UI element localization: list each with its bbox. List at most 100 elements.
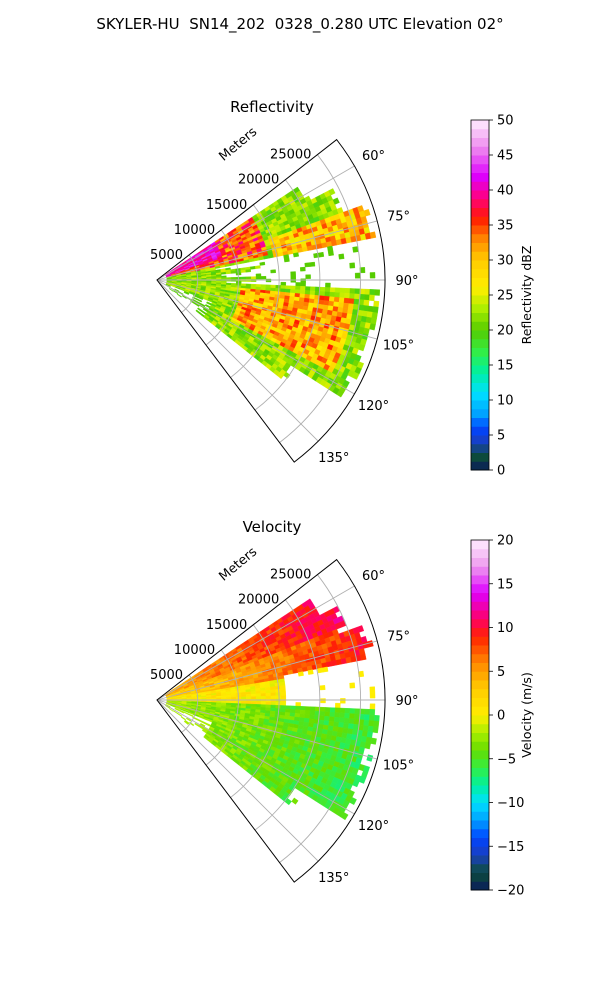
data-cell — [305, 274, 311, 279]
colorbar-segment — [471, 163, 489, 173]
data-cell — [294, 709, 301, 714]
data-cell — [280, 281, 287, 286]
radial-tick-label: 25000 — [270, 148, 311, 163]
data-cell — [259, 261, 266, 266]
range-ring — [254, 599, 321, 831]
data-cell — [270, 698, 277, 703]
colorbar-segment — [471, 373, 489, 383]
colorbar-tick-label: −10 — [497, 796, 524, 811]
panel-title: Reflectivity — [230, 98, 314, 116]
colorbar-segment — [471, 338, 489, 348]
azimuth-gridline — [156, 699, 355, 815]
colorbar-segment — [471, 872, 489, 882]
data-cell — [279, 685, 286, 690]
data-cell — [343, 722, 350, 729]
data-cell — [354, 272, 361, 279]
data-cell — [352, 723, 359, 731]
colorbar-segment — [471, 128, 489, 138]
colorbar-segment — [471, 820, 489, 830]
data-cell — [255, 696, 262, 700]
radial-axis-label: Meters — [216, 544, 260, 584]
data-cell — [339, 712, 346, 719]
colorbar-tick-label: 10 — [497, 621, 514, 636]
data-cell — [290, 285, 296, 290]
radial-tick-label: 20000 — [238, 173, 279, 188]
data-cell — [344, 292, 351, 299]
data-cell — [338, 253, 345, 260]
colorbar-tick-label: 25 — [497, 289, 514, 304]
data-cell — [231, 277, 237, 280]
data-cell — [372, 306, 379, 314]
data-cell — [366, 731, 373, 739]
data-cell — [358, 343, 366, 352]
data-cell — [168, 708, 174, 712]
data-cell — [319, 715, 325, 721]
data-cell — [324, 295, 330, 302]
data-cell — [255, 276, 262, 280]
azimuth-tick-label: 135° — [318, 451, 349, 466]
data-cell — [305, 286, 311, 291]
colorbar-segment — [471, 461, 489, 471]
data-cell — [275, 698, 282, 703]
data-cell — [295, 282, 301, 287]
data-cell — [245, 694, 252, 698]
data-cell — [324, 287, 331, 293]
colorbar-segment — [471, 198, 489, 208]
data-cell — [211, 277, 217, 280]
colorbar-segment — [471, 391, 489, 401]
data-cell — [178, 710, 185, 714]
data-cell — [325, 282, 331, 288]
azimuth-gridline — [156, 220, 378, 281]
data-cell — [354, 708, 361, 715]
data-cell — [275, 692, 282, 697]
data-cell — [250, 276, 257, 280]
data-cell — [333, 716, 340, 723]
data-cell — [245, 269, 252, 273]
colorbar-segment — [471, 216, 489, 226]
colorbar-segment — [471, 426, 489, 436]
colorbar-segment — [471, 548, 489, 558]
data-cell — [275, 701, 282, 706]
data-cell — [334, 712, 341, 718]
data-cell — [291, 797, 299, 805]
range-ring — [181, 254, 199, 313]
data-cell — [280, 701, 287, 706]
range-ring — [254, 179, 321, 411]
data-cell — [250, 701, 257, 705]
data-cell — [351, 371, 360, 380]
data-cell — [353, 718, 360, 725]
data-cell — [343, 717, 350, 724]
azimuth-tick-label: 105° — [383, 339, 414, 354]
data-cell — [265, 692, 272, 697]
data-cell — [369, 323, 376, 331]
data-cell — [368, 720, 375, 727]
radial-tick-label: 5000 — [150, 248, 183, 263]
colorbar-tick-label: 30 — [497, 254, 514, 269]
data-cell — [255, 701, 262, 705]
data-cell — [226, 277, 232, 280]
data-cell — [340, 812, 349, 821]
data-cell — [344, 712, 351, 719]
data-cell — [295, 285, 301, 291]
colorbar-segment — [471, 417, 489, 427]
data-cell — [197, 296, 204, 301]
colorbar-segment — [471, 706, 489, 716]
colorbar-segment — [471, 793, 489, 803]
radial-tick-label: 25000 — [270, 568, 311, 583]
data-cell — [340, 698, 346, 704]
data-cell — [196, 718, 203, 723]
colorbar-segment — [471, 662, 489, 672]
azimuth-tick-label: 90° — [395, 274, 418, 289]
data-cell — [194, 302, 200, 307]
data-cell — [310, 706, 316, 712]
azimuth-tick-label: 120° — [358, 399, 389, 414]
colorbar-segment — [471, 190, 489, 200]
colorbar-segment — [471, 540, 489, 550]
colorbar-segment — [471, 443, 489, 453]
data-cell — [221, 277, 227, 280]
colorbar-tick-label: −5 — [497, 752, 516, 767]
data-cell — [364, 288, 371, 296]
data-cell — [334, 287, 341, 294]
data-cell — [363, 208, 371, 217]
